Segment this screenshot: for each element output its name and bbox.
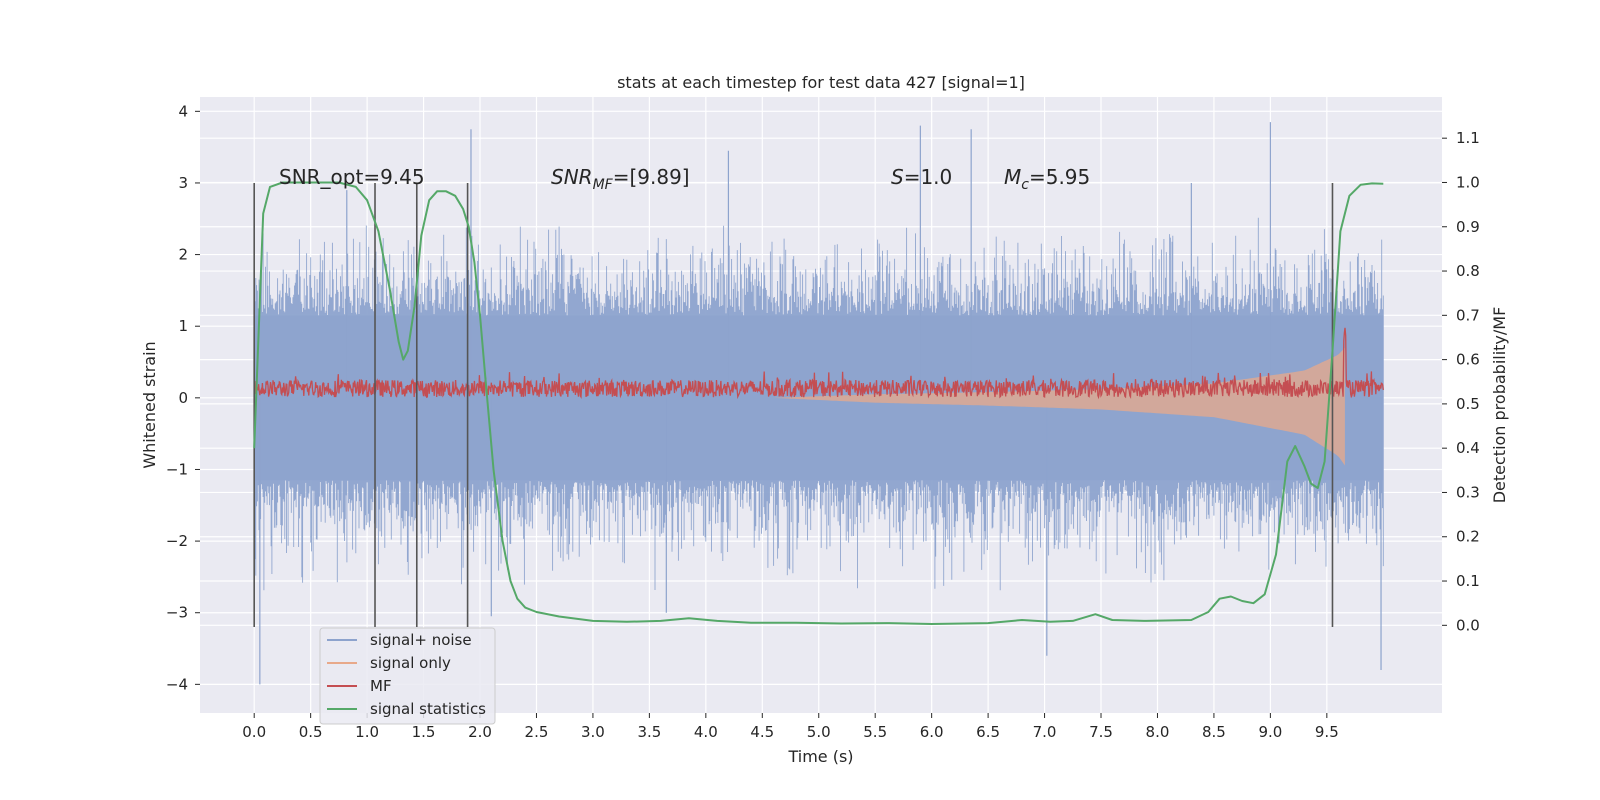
x-tick-label-9: 4.5 (750, 723, 774, 741)
x-tick-label-0: 0.0 (242, 723, 266, 741)
x-ticks: 0.0 0.5 1.0 1.5 2.0 2.5 3.0 3.5 4.0 4.5 5.0 5.5 6.0 6… (242, 713, 1339, 741)
y-left-tick-label-5: −1 (166, 460, 188, 478)
x-tick-label-16: 8.0 (1146, 723, 1170, 741)
x-tick-label-1: 0.5 (299, 723, 323, 741)
x-tick-label-10: 5.0 (807, 723, 831, 741)
y-right-tick-label-10: 0.1 (1456, 572, 1480, 590)
legend-label-mf: MF (370, 677, 392, 695)
x-tick-label-8: 4.0 (694, 723, 718, 741)
series-mf (253, 327, 1384, 400)
chart-title: stats at each timestep for test data 427… (617, 73, 1025, 92)
y-right-tick-label-6: 0.5 (1456, 395, 1480, 413)
y-left-tick-label-0: 4 (178, 102, 188, 120)
y-left-tick-label-3: 1 (178, 317, 188, 335)
x-axis-label: Time (s) (787, 747, 853, 766)
y-right-tick-label-1: 1.0 (1456, 173, 1480, 191)
x-tick-label-11: 5.5 (863, 723, 887, 741)
annotation-s: S=1.0 (891, 165, 952, 189)
mf-trace (253, 327, 1384, 400)
legend-label-signal-statistics: signal statistics (370, 700, 486, 718)
x-tick-label-7: 3.5 (637, 723, 661, 741)
series-signal-only (773, 347, 1345, 466)
y-left-tick-label-4: 0 (178, 389, 188, 407)
y-left-tick-label-7: −3 (166, 604, 188, 622)
x-tick-label-19: 9.5 (1315, 723, 1339, 741)
x-tick-label-14: 7.0 (1033, 723, 1057, 741)
signal-statistics-line (253, 181, 1384, 625)
x-tick-label-5: 2.5 (525, 723, 549, 741)
annotation-snr-opt: SNR_opt=9.45 (279, 165, 425, 189)
y-right-tick-label-2: 0.9 (1456, 218, 1480, 236)
y-axis-left-label: Whitened strain (140, 341, 159, 468)
x-tick-label-15: 7.5 (1089, 723, 1113, 741)
y-right-tick-label-0: 1.1 (1456, 129, 1480, 147)
y-right-tick-label-11: 0.0 (1456, 616, 1480, 634)
x-tick-label-17: 8.5 (1202, 723, 1226, 741)
y-right-tick-label-5: 0.6 (1456, 351, 1480, 369)
y-right-tick-label-8: 0.3 (1456, 483, 1480, 501)
x-tick-label-12: 6.0 (920, 723, 944, 741)
y-left-ticks: 4 3 2 1 0 −1 −2 −3 −4 (166, 102, 200, 693)
legend-label-signal-only: signal only (370, 654, 451, 672)
series-signal-statistics (253, 181, 1384, 625)
y-axis-right-label: Detection probability/MF (1490, 307, 1509, 504)
y-right-tick-label-7: 0.4 (1456, 439, 1480, 457)
legend-label-signal-noise: signal+ noise (370, 631, 472, 649)
y-right-tick-label-9: 0.2 (1456, 528, 1480, 546)
y-left-tick-label-2: 2 (178, 246, 188, 264)
legend-box (319, 627, 496, 725)
x-tick-label-13: 6.5 (976, 723, 1000, 741)
x-tick-label-3: 1.5 (412, 723, 436, 741)
vertical-markers (253, 182, 1334, 628)
signal-only-envelope (773, 347, 1345, 466)
x-tick-label-6: 3.0 (581, 723, 605, 741)
x-tick-label-18: 9.0 (1258, 723, 1282, 741)
x-tick-label-4: 2.0 (468, 723, 492, 741)
y-right-tick-label-3: 0.8 (1456, 262, 1480, 280)
y-left-tick-label-8: −4 (166, 675, 188, 693)
annotation-mc: Mc=5.95 (1004, 165, 1090, 193)
annotation-snr-mf: SNRMF=[9.89] (551, 165, 690, 193)
y-right-tick-label-4: 0.7 (1456, 306, 1480, 324)
x-tick-label-2: 1.0 (355, 723, 379, 741)
y-left-tick-label-6: −2 (166, 532, 188, 550)
y-left-tick-label-1: 3 (178, 174, 188, 192)
y-right-ticks: 1.1 1.0 0.9 0.8 0.7 0.6 0.5 0.4 0.3 0.2 0.1 0.0 (1442, 129, 1480, 634)
legend: signal+ noise signal only MF signal stat… (319, 627, 496, 725)
